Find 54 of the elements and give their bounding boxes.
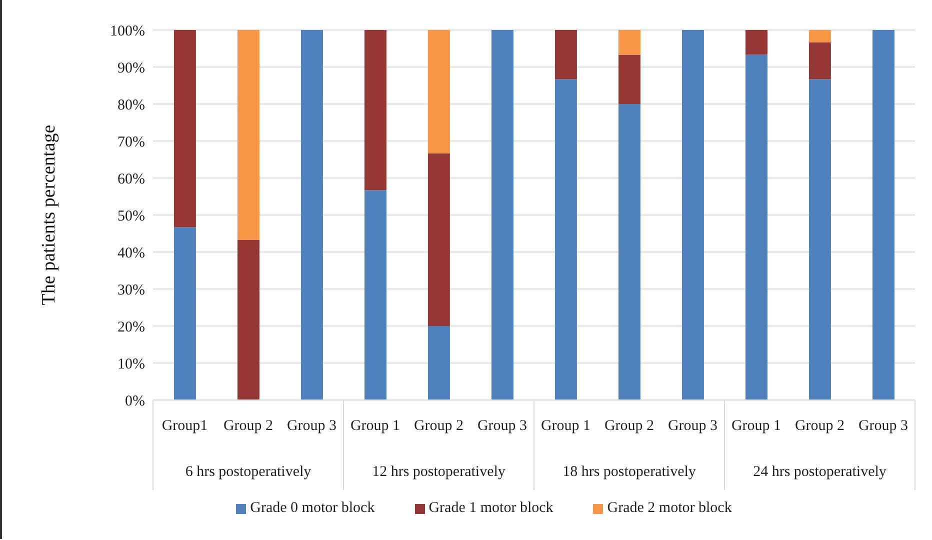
text: 12 hrs postoperatively [372, 464, 506, 480]
y-tick-label: 40% [118, 245, 145, 262]
y-tick-label: 0% [125, 393, 145, 410]
bar [745, 30, 768, 55]
x-tick-label: Group 1 [731, 418, 782, 434]
x-tick-label: Group 2 [794, 418, 845, 434]
text: 24 hrs postoperatively [753, 464, 887, 480]
legend-label: Grade 2 motor block [607, 500, 732, 516]
x-tick-label: Group 3 [858, 418, 908, 434]
bar [428, 326, 450, 400]
y-tick-label: 10% [118, 356, 145, 372]
x-tick-label: Group 2 [604, 418, 654, 434]
legend-label: Grade 0 motor block [250, 500, 375, 516]
bar [491, 30, 514, 400]
x-tick-label: Group 3 [668, 418, 718, 434]
x-tick-label: Group 1 [350, 418, 400, 434]
bar [174, 30, 196, 228]
x-tick-label: Group 2 [414, 418, 464, 434]
bar [618, 30, 640, 55]
bar [872, 30, 894, 400]
bar [174, 227, 196, 400]
bar [428, 30, 450, 154]
x-tick-label: Group1 [162, 418, 208, 434]
x-tick-label: Group 1 [540, 418, 591, 434]
bar [364, 30, 386, 190]
bar [300, 30, 323, 400]
bar [554, 30, 577, 80]
bar [808, 30, 831, 42]
y-tick-label: 60% [118, 171, 145, 188]
bar [808, 42, 831, 80]
text: 18 hrs postoperatively [562, 464, 696, 480]
bar [428, 153, 450, 326]
y-tick-label: 20% [118, 319, 145, 336]
x-tick-label: Group 3 [286, 418, 337, 434]
bar [237, 240, 260, 400]
text: 6 hrs postoperatively [185, 464, 312, 480]
y-tick-label: 100% [110, 23, 145, 40]
y-tick-label: 30% [118, 282, 145, 298]
legend-label: Grade 1 motor block [428, 500, 554, 516]
y-tick-label: 90% [118, 60, 145, 76]
y-axis-title: The patients percentage [38, 124, 60, 306]
bar [682, 30, 704, 400]
bar [618, 104, 640, 400]
y-tick-label: 80% [118, 97, 145, 114]
bar [364, 190, 386, 400]
bar [237, 30, 260, 240]
x-tick-label: Group 2 [223, 418, 274, 434]
bar [745, 54, 768, 400]
bar [808, 79, 831, 400]
x-tick-label: Group 3 [477, 418, 528, 434]
y-tick-label: 50% [118, 208, 145, 224]
bar [618, 54, 640, 104]
bar [554, 79, 577, 400]
y-tick-label: 70% [118, 134, 145, 150]
